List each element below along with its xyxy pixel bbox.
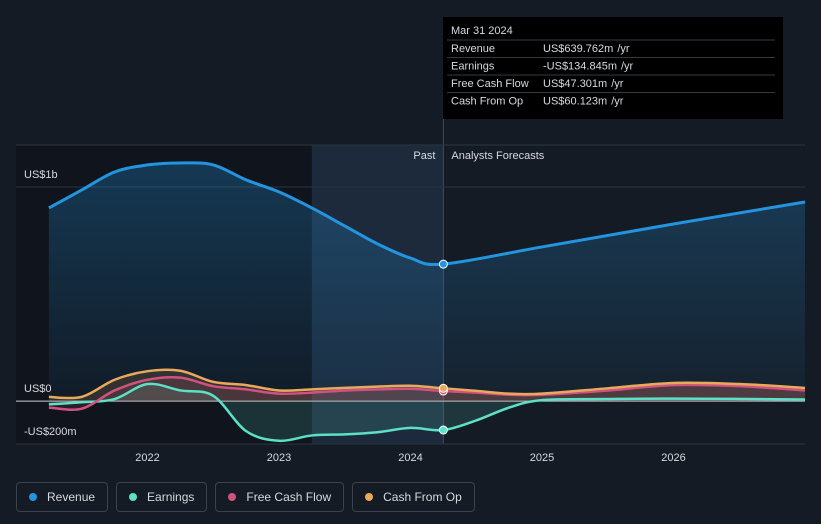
area [48,383,805,441]
tooltip-label: Cash From Op [451,95,523,107]
legend-item[interactable]: Free Cash Flow [215,482,345,512]
x-tick-label: 2025 [530,452,554,464]
y-tick-label: US$0 [24,383,52,395]
tooltip-label: Revenue [451,43,495,55]
marker [438,425,448,435]
area [48,369,805,402]
legend-item[interactable]: Revenue [16,482,109,512]
legend-label: Earnings [147,490,195,504]
x-tick-label: 2022 [135,452,159,464]
labels: -US$200m US$0 US$1b 2022 2023 2024 2025 2026 Pas… [24,150,686,464]
tooltip-box [443,17,783,119]
tooltip-value: US$60.123m [543,95,607,107]
area [48,377,805,410]
line [48,368,806,400]
legend-label: Cash From Op [383,490,462,504]
tooltip-value: US$47.301m [543,78,607,90]
x-tick-label: 2024 [398,452,422,464]
tooltip: Mar 31 2024 Revenue US$639.762m/yr Earnings… [443,17,783,119]
marker [438,259,448,269]
y-tick-label: US$1b [24,169,58,181]
legend-label: Revenue [47,490,96,504]
line [48,375,806,411]
legend: Revenue Earnings Free Cash Flow Cash From O… [16,482,475,512]
x-tick-label: 2023 [267,452,291,464]
tooltip-unit: /yr [617,43,630,55]
tooltip-label: Free Cash Flow [451,78,529,90]
tooltip-unit: /yr [611,78,624,90]
lines [48,161,806,443]
area [48,162,805,402]
line [48,161,806,267]
legend-label: Free Cash Flow [246,490,332,504]
legend-swatch [29,493,37,501]
tooltip-unit: /yr [621,60,634,72]
tooltip-value: -US$134.845m [543,60,617,72]
legend-swatch [228,493,237,501]
tooltip-date: Mar 31 2024 [451,25,513,37]
legend-item[interactable]: Earnings [116,482,208,512]
line [48,382,806,443]
legend-swatch [129,493,138,501]
marker [438,383,448,393]
legend-swatch [365,493,374,501]
past-label: Past [413,150,435,162]
tooltip-unit: /yr [611,95,624,107]
areas [48,162,805,441]
forecast-label: Analysts Forecasts [451,150,544,162]
tooltip-label: Earnings [451,60,495,72]
x-tick-label: 2026 [661,452,685,464]
y-tick-label: -US$200m [24,426,77,438]
legend-item[interactable]: Cash From Op [352,482,475,512]
tooltip-value: US$639.762m [543,43,613,55]
